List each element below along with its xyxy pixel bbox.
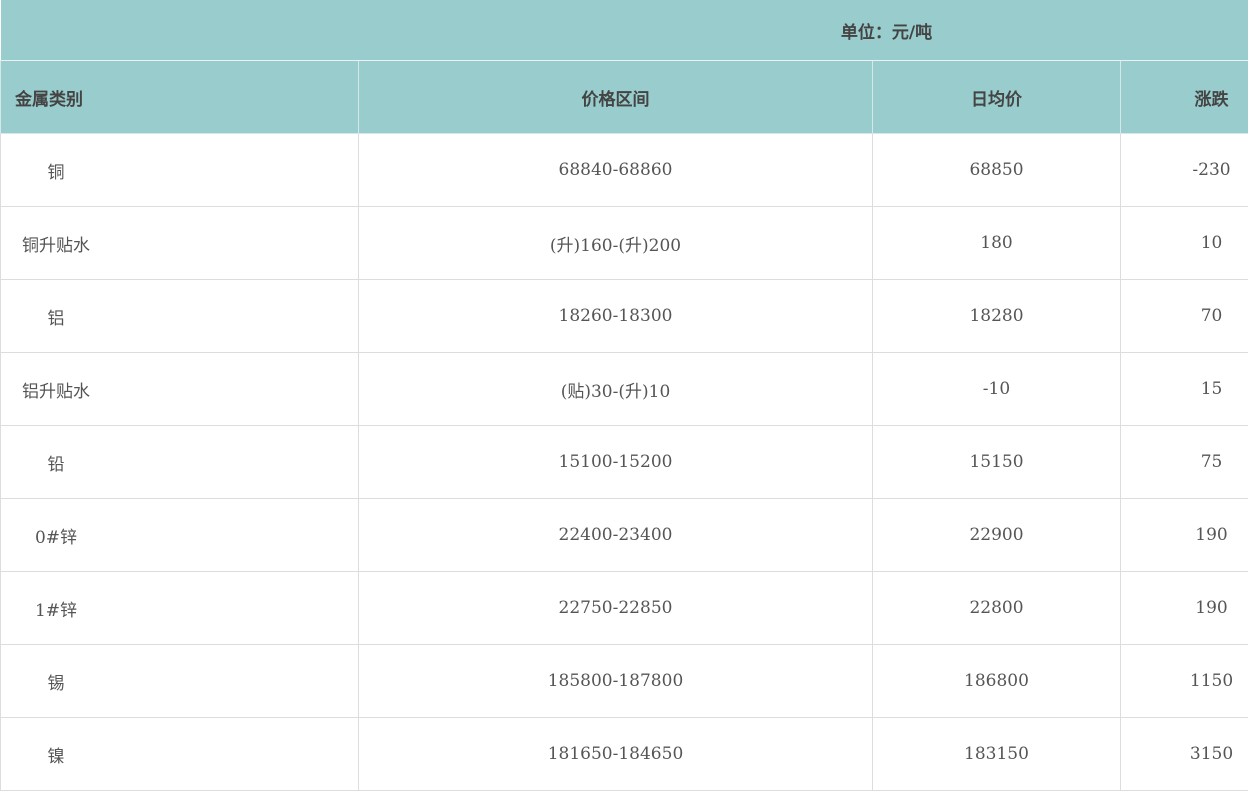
metal-cell: 铝升贴水	[1, 353, 359, 426]
range-cell: 15100-15200	[359, 426, 873, 499]
change-cell: 190	[1121, 499, 1248, 572]
metal-cell: 铜升贴水	[1, 207, 359, 280]
range-cell: 18260-18300	[359, 280, 873, 353]
change-cell: 3150	[1121, 718, 1248, 791]
metal-name: 1#锌	[1, 596, 111, 621]
metal-cell: 锡	[1, 645, 359, 718]
metal-name: 铅	[1, 450, 111, 475]
metal-name: 铜	[1, 158, 111, 183]
column-header-change: 涨跌	[1121, 61, 1248, 134]
avg-cell: 183150	[873, 718, 1121, 791]
range-cell: (贴)30-(升)10	[359, 353, 873, 426]
avg-cell: 22900	[873, 499, 1121, 572]
change-cell: 75	[1121, 426, 1248, 499]
avg-cell: 186800	[873, 645, 1121, 718]
metal-cell: 铅	[1, 426, 359, 499]
range-cell: 181650-184650	[359, 718, 873, 791]
column-header-avg: 日均价	[873, 61, 1121, 134]
metal-cell: 镍	[1, 718, 359, 791]
range-cell: 185800-187800	[359, 645, 873, 718]
metal-name: 镍	[1, 742, 111, 767]
range-cell: 68840-68860	[359, 134, 873, 207]
metal-cell: 0#锌	[1, 499, 359, 572]
avg-cell: 22800	[873, 572, 1121, 645]
metal-name: 锡	[1, 669, 111, 694]
range-cell: 22400-23400	[359, 499, 873, 572]
unit-label: 单位：元/吨	[1, 0, 1248, 61]
metal-name: 铜升贴水	[1, 231, 111, 256]
avg-cell: 180	[873, 207, 1121, 280]
avg-cell: 68850	[873, 134, 1121, 207]
metal-cell: 铝	[1, 280, 359, 353]
metal-name: 0#锌	[1, 523, 111, 548]
change-cell: 1150	[1121, 645, 1248, 718]
metal-name: 铝	[1, 304, 111, 329]
metal-name: 铝升贴水	[1, 377, 111, 402]
metal-cell: 1#锌	[1, 572, 359, 645]
change-cell: -230	[1121, 134, 1248, 207]
range-cell: (升)160-(升)200	[359, 207, 873, 280]
avg-cell: -10	[873, 353, 1121, 426]
avg-cell: 18280	[873, 280, 1121, 353]
range-cell: 22750-22850	[359, 572, 873, 645]
change-cell: 15	[1121, 353, 1248, 426]
change-cell: 70	[1121, 280, 1248, 353]
avg-cell: 15150	[873, 426, 1121, 499]
column-header-row: 金属类别 价格区间 日均价 涨跌	[1, 61, 1248, 134]
change-cell: 10	[1121, 207, 1248, 280]
change-cell: 190	[1121, 572, 1248, 645]
unit-row: 单位：元/吨	[1, 0, 1248, 61]
metal-cell: 铜	[1, 134, 359, 207]
column-header-range: 价格区间	[359, 61, 873, 134]
column-header-metal: 金属类别	[1, 61, 359, 134]
